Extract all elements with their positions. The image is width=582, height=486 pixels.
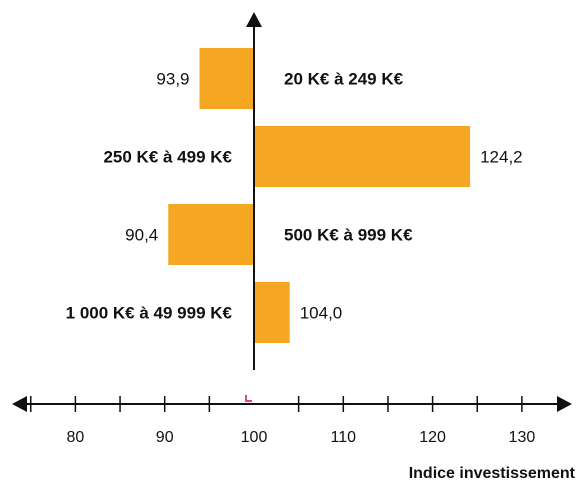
bar-4 bbox=[254, 282, 290, 343]
vertical-axis-arrow bbox=[246, 12, 262, 27]
x-axis-label: Indice investissement bbox=[409, 465, 576, 482]
labels-group: 93,9 20 K€ à 249 K€ 124,2 250 K€ à 499 K€ 90… bbox=[66, 70, 523, 323]
category-label-4: 1 000 K€ à 49 999 K€ bbox=[66, 304, 233, 323]
x-tick-label-90: 90 bbox=[156, 429, 174, 446]
origin-marker bbox=[245, 395, 252, 402]
value-label-1: 93,9 bbox=[156, 70, 189, 89]
bar-3 bbox=[168, 204, 254, 265]
x-tick-label-100: 100 bbox=[241, 429, 268, 446]
bar-2 bbox=[254, 126, 471, 187]
x-tick-label-130: 130 bbox=[509, 429, 536, 446]
category-label-1: 20 K€ à 249 K€ bbox=[284, 70, 404, 89]
value-label-3: 90,4 bbox=[125, 226, 158, 245]
horizontal-axis-arrow-right bbox=[557, 396, 572, 412]
value-label-2: 124,2 bbox=[480, 148, 523, 167]
category-label-2: 250 K€ à 499 K€ bbox=[103, 148, 232, 167]
x-tick-label-120: 120 bbox=[419, 429, 446, 446]
x-tick-label-80: 80 bbox=[67, 429, 85, 446]
x-tick-label-110: 110 bbox=[331, 429, 357, 446]
value-label-4: 104,0 bbox=[300, 304, 343, 323]
bars-group bbox=[168, 48, 471, 343]
horizontal-axis-arrow-left bbox=[12, 396, 27, 412]
axes-group: 80 90 100 110 120 130 bbox=[12, 12, 572, 446]
category-label-3: 500 K€ à 999 K€ bbox=[284, 226, 413, 245]
bar-1 bbox=[199, 48, 254, 109]
